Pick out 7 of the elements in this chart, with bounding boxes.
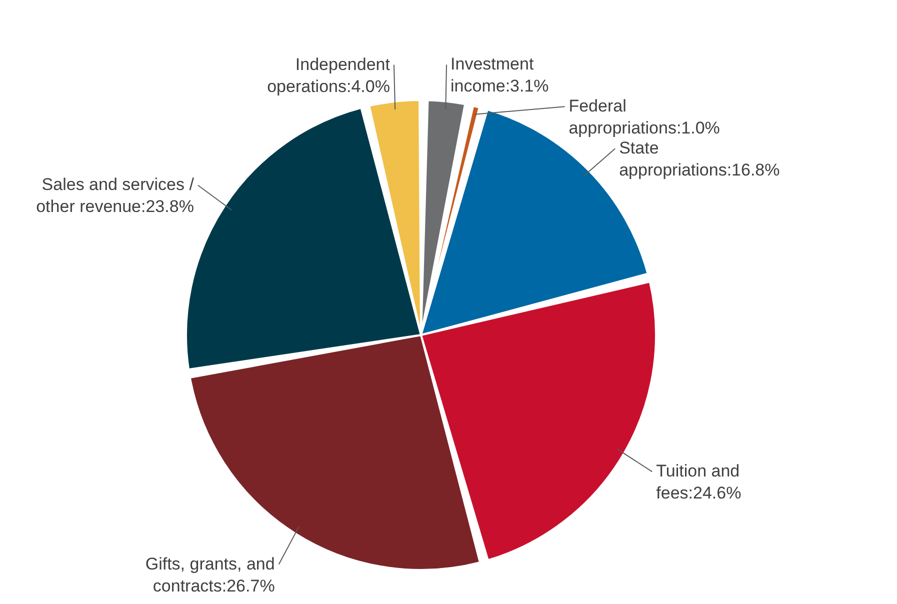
slice-label: Independent operations:4.0% [267, 54, 390, 96]
slice-label: State appropriations:16.8% [619, 138, 780, 180]
slice-label: Investment income:3.1% [450, 54, 549, 96]
slice-label: Tuition and fees:24.6% [656, 462, 742, 503]
slice-label: Federal appropriations:1.0% [568, 96, 720, 138]
slice-label: Sales and services / other revenue:23.8% [36, 175, 194, 216]
slice-label: Gifts, grants, and contracts:26.7% [145, 554, 275, 596]
